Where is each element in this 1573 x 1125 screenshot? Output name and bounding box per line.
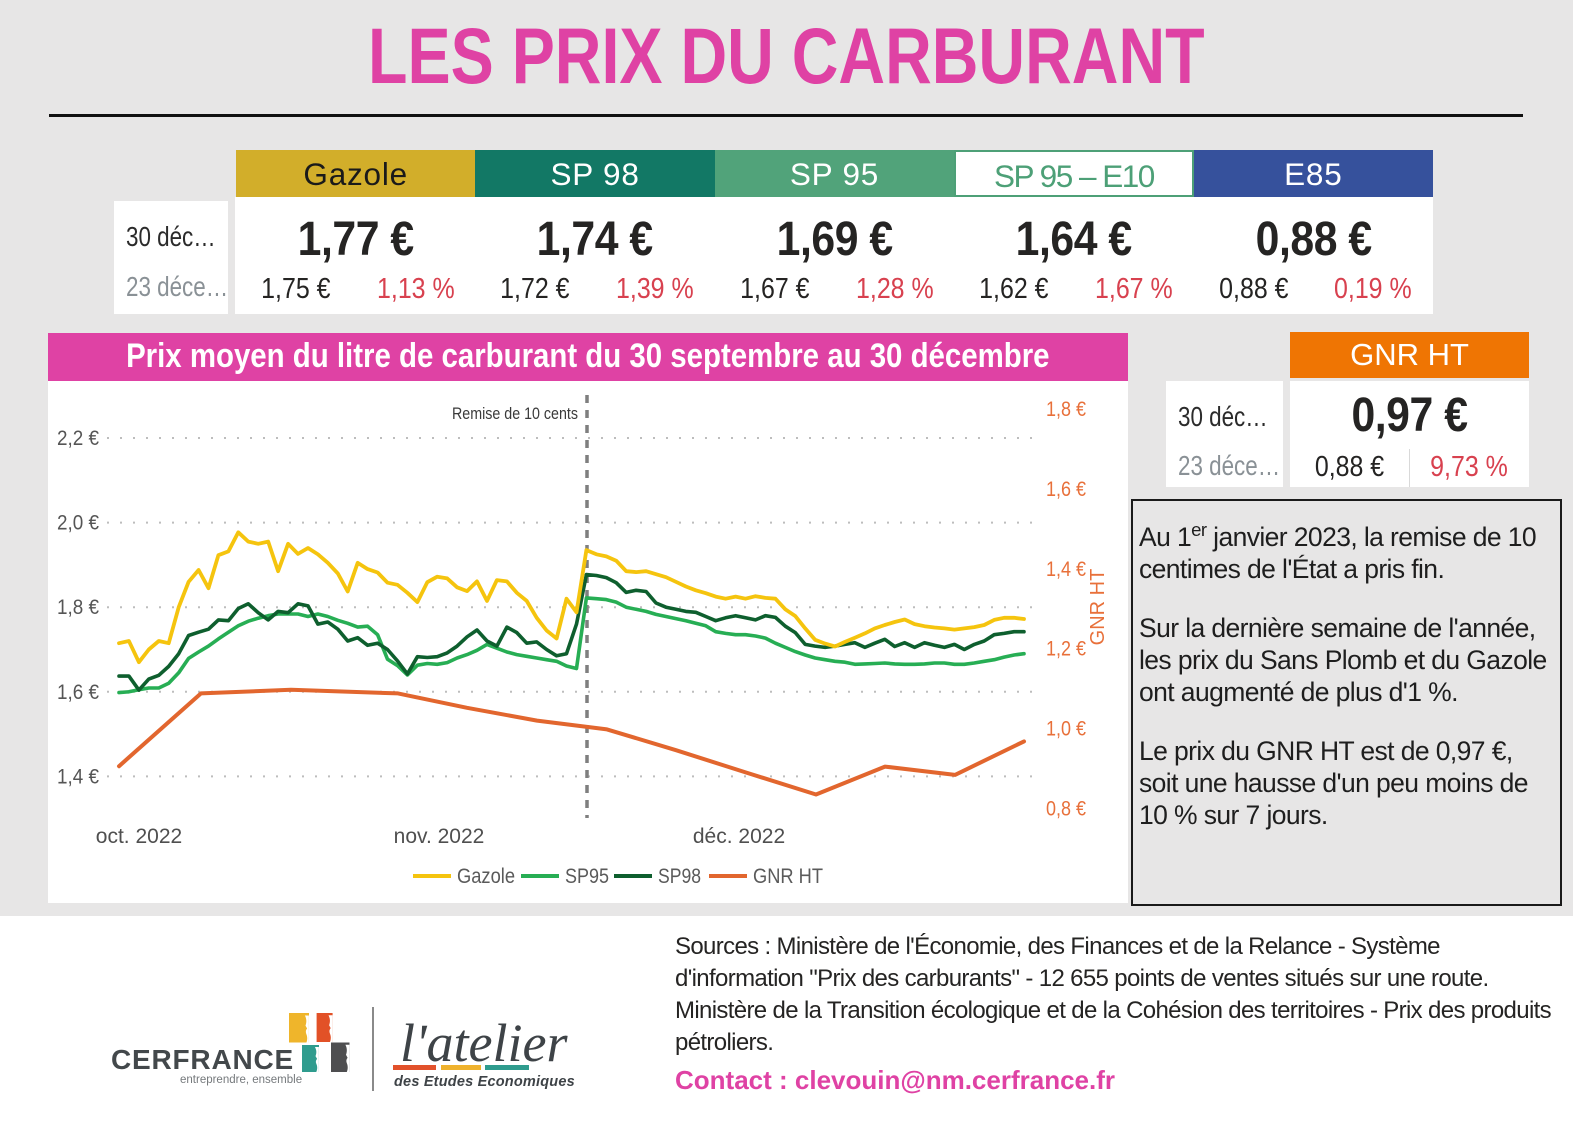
svg-text:GNR HT: GNR HT: [1087, 569, 1109, 646]
svg-text:1,0 €: 1,0 €: [1046, 718, 1086, 741]
svg-text:oct. 2022: oct. 2022: [96, 825, 182, 848]
svg-text:1,8 €: 1,8 €: [57, 596, 99, 619]
svg-text:1,4 €: 1,4 €: [1046, 558, 1086, 581]
svg-text:1,4 €: 1,4 €: [57, 765, 99, 788]
svg-text:SP98: SP98: [658, 865, 701, 888]
svg-text:déc. 2022: déc. 2022: [693, 825, 785, 848]
svg-text:Gazole: Gazole: [457, 865, 515, 888]
svg-text:1,6 €: 1,6 €: [1046, 478, 1086, 501]
svg-text:2,2 €: 2,2 €: [57, 427, 99, 450]
svg-text:1,6 €: 1,6 €: [57, 681, 99, 704]
svg-text:2,0 €: 2,0 €: [57, 512, 99, 535]
svg-text:1,2 €: 1,2 €: [1046, 638, 1086, 661]
svg-text:1,8 €: 1,8 €: [1046, 398, 1086, 421]
svg-text:Remise de 10 cents: Remise de 10 cents: [452, 404, 578, 423]
svg-text:0,8 €: 0,8 €: [1046, 798, 1086, 821]
svg-text:SP95: SP95: [565, 865, 609, 888]
svg-text:GNR HT: GNR HT: [753, 865, 823, 888]
svg-text:nov. 2022: nov. 2022: [394, 825, 485, 848]
